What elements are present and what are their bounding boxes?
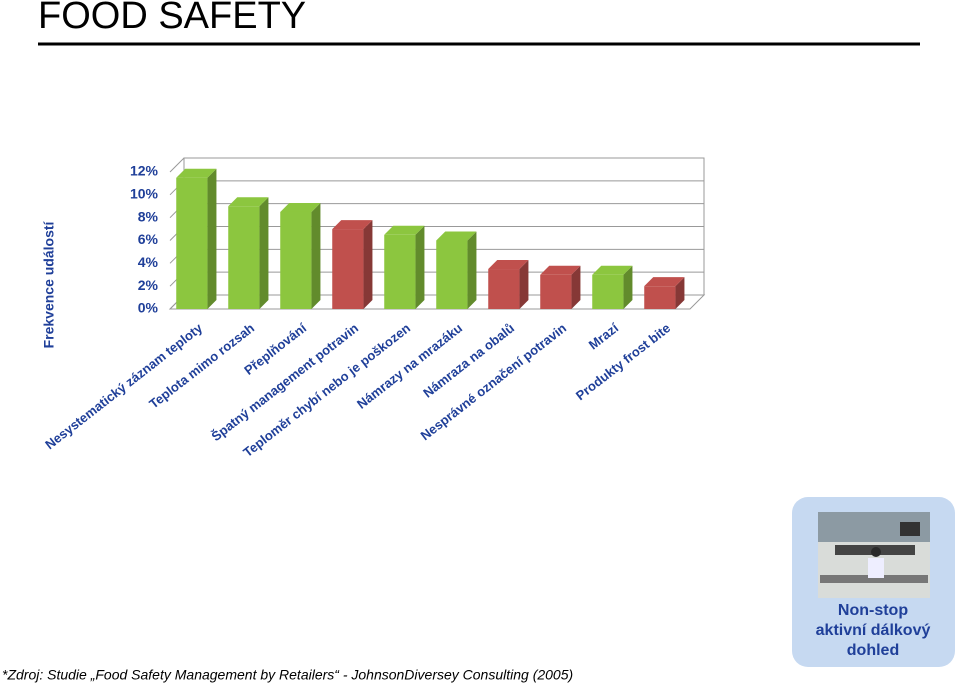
card-text: dohled	[847, 642, 899, 659]
y-tick-label: 4%	[138, 254, 159, 270]
bar	[384, 234, 416, 309]
bar-side	[311, 202, 321, 309]
bar	[280, 211, 312, 309]
y-tick-label: 6%	[138, 231, 159, 247]
grid-line	[169, 157, 704, 173]
card-text: Non-stop	[838, 602, 908, 619]
bar-top	[540, 265, 581, 275]
x-tick-label: Námraza na obalů	[420, 320, 517, 400]
bar-top	[228, 197, 269, 207]
grid-line	[169, 180, 704, 196]
slide-title: FOOD SAFETY	[38, 0, 306, 37]
bar	[436, 240, 468, 309]
bar-top	[384, 225, 425, 235]
card: Non-stop aktivní dálkový dohled	[792, 497, 955, 667]
y-tick-label: 2%	[138, 277, 159, 293]
x-tick-label: Produkty frost bite	[573, 320, 673, 403]
y-tick-label: 10%	[130, 186, 159, 202]
bar-top	[280, 202, 321, 212]
bar	[488, 269, 520, 309]
photo-screen	[900, 522, 920, 536]
bar-top	[592, 265, 633, 275]
card-text: aktivní dálkový	[816, 622, 931, 639]
bar-top	[176, 168, 217, 178]
bar-side	[415, 225, 425, 309]
photo-person	[871, 547, 881, 557]
bar-side	[207, 168, 217, 309]
bar-side	[623, 265, 633, 309]
bar-side	[363, 220, 373, 309]
bar	[540, 274, 572, 309]
y-axis-label: Frekvence událostí	[41, 220, 57, 348]
y-tick-label: 0%	[138, 300, 159, 316]
y-tick-label: 12%	[130, 163, 159, 179]
bar-top	[332, 220, 373, 230]
x-tick-label: Mrazí	[586, 320, 622, 353]
bar	[332, 229, 364, 309]
bar	[592, 274, 624, 309]
bar-side	[571, 265, 581, 309]
bar-side	[519, 260, 529, 309]
bar-side	[259, 197, 269, 309]
bar-side	[675, 277, 685, 309]
bar-side	[467, 231, 477, 309]
bar	[644, 286, 676, 309]
photo-person-body	[868, 558, 884, 578]
photo-desk	[820, 575, 928, 583]
bar	[176, 177, 208, 309]
bar-top	[436, 231, 477, 241]
bar-top	[488, 260, 529, 270]
footnote: *Zdroj: Studie „Food Safety Management b…	[2, 667, 573, 683]
y-tick-label: 8%	[138, 208, 159, 224]
bar	[228, 206, 260, 309]
bar-top	[644, 277, 685, 287]
